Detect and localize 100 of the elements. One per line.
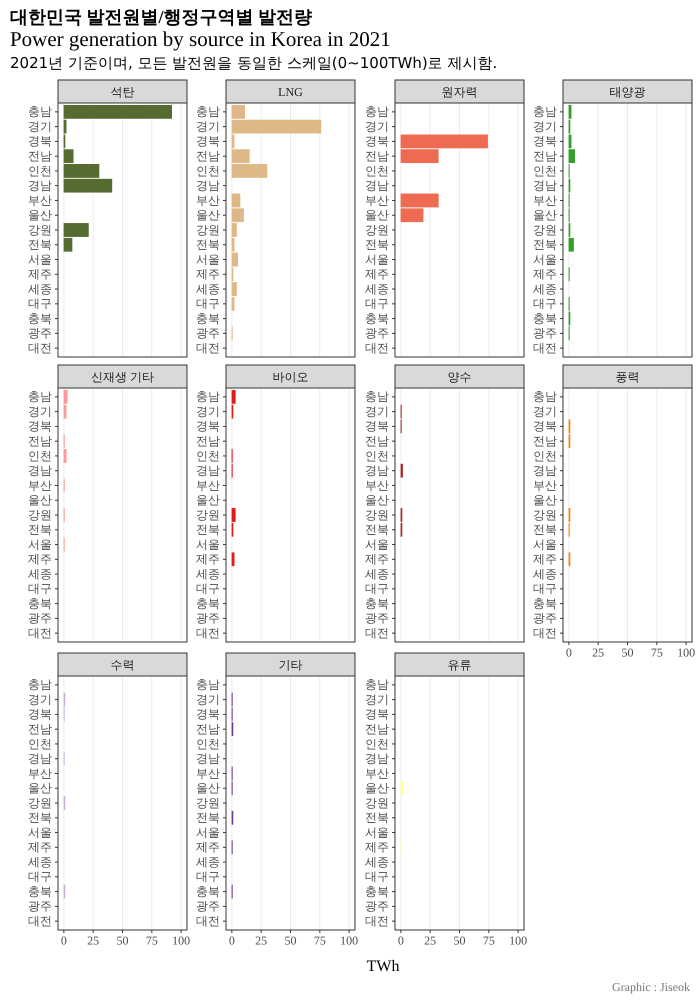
x-tick-label: 50 (622, 646, 634, 660)
y-tick-label: 서울 (196, 252, 220, 266)
x-tick-label: 50 (454, 934, 466, 948)
y-tick-label: 부산 (28, 766, 52, 780)
y-tick-label: 전북 (28, 238, 52, 252)
y-tick-label: 대전 (533, 340, 557, 355)
y-tick-label: 인천 (28, 164, 52, 178)
y-tick-label: 경북 (196, 707, 220, 722)
chart-title: 바이오 (272, 370, 308, 384)
y-tick-label: 강원 (196, 508, 220, 522)
y-tick-label: 충북 (365, 596, 389, 610)
x-tick-label: 75 (146, 934, 158, 948)
y-tick-label: 대전 (28, 340, 52, 355)
y-tick-label: 서울 (533, 537, 557, 552)
x-tick-label: 0 (398, 934, 404, 948)
y-tick-label: 경기 (365, 404, 389, 418)
y-tick-label: 충남 (365, 104, 389, 119)
y-tick-label: 울산 (28, 208, 52, 222)
y-tick-label: 전북 (28, 810, 52, 825)
y-tick-label: 전남 (28, 434, 52, 448)
y-tick-label: 부산 (28, 478, 52, 492)
x-tick-label: 50 (284, 934, 296, 948)
y-tick-label: 대전 (365, 626, 389, 640)
x-tick-label: 100 (172, 934, 190, 948)
y-tick-label: 강원 (533, 222, 557, 237)
y-tick-label: 서울 (196, 825, 220, 840)
y-tick-label: 충남 (196, 390, 220, 404)
y-tick-label: 충남 (28, 104, 52, 119)
y-tick-label: 울산 (196, 493, 220, 508)
chart-title: 석탄 (110, 85, 134, 99)
text: Power generation by source in Korea in 2021 (10, 27, 391, 51)
y-tick-label: 전북 (365, 522, 389, 537)
y-tick-label: 경기 (196, 404, 220, 418)
chart-title: LNG (278, 85, 304, 99)
y-tick-label: 대구 (196, 870, 220, 884)
y-tick-label: 강원 (28, 796, 52, 810)
y-tick-label: 울산 (196, 781, 220, 796)
y-tick-label: 서울 (28, 825, 52, 840)
y-tick-label: 경북 (196, 134, 220, 148)
y-tick-label: 대구 (28, 870, 52, 884)
chart-title: 유류 (448, 658, 472, 672)
y-tick-label: 인천 (28, 736, 52, 751)
y-tick-label: 대구 (365, 582, 389, 596)
y-tick-label: 서울 (365, 537, 389, 552)
y-tick-label: 서울 (28, 252, 52, 266)
y-tick-label: 충북 (533, 311, 557, 326)
y-tick-label: 제주 (196, 267, 220, 282)
y-tick-label: 대구 (28, 296, 52, 311)
y-tick-label: 경북 (365, 419, 389, 434)
y-tick-label: 충북 (28, 311, 52, 326)
y-tick-label: 전남 (196, 722, 220, 736)
y-tick-label: 충북 (365, 884, 389, 898)
y-tick-label: 제주 (28, 267, 52, 282)
y-tick-label: 전남 (533, 434, 557, 448)
y-tick-label: 부산 (196, 193, 220, 208)
y-tick-label: 대구 (196, 582, 220, 596)
y-tick-label: 세종 (28, 854, 52, 869)
y-tick-label: 충북 (365, 311, 389, 326)
chart-title: 양수 (448, 370, 472, 384)
y-tick-label: 부산 (28, 193, 52, 208)
y-tick-label: 강원 (28, 508, 52, 522)
y-tick-label: 대전 (28, 626, 52, 640)
y-tick-label: 광주 (196, 611, 220, 626)
y-tick-label: 경남 (28, 464, 52, 478)
y-tick-label: 대구 (365, 296, 389, 311)
y-tick-label: 경남 (533, 178, 557, 193)
y-tick-label: 인천 (365, 448, 389, 463)
y-tick-label: 제주 (196, 552, 220, 566)
x-tick-label: 75 (314, 934, 326, 948)
y-tick-label: 부산 (196, 766, 220, 780)
y-tick-label: 충북 (196, 311, 220, 326)
y-tick-label: 경남 (365, 752, 389, 766)
y-tick-label: 경남 (28, 752, 52, 766)
y-tick-label: 서울 (365, 252, 389, 266)
y-tick-label: 세종 (365, 854, 389, 869)
y-tick-label: 경기 (365, 692, 389, 706)
y-tick-label: 전남 (28, 722, 52, 736)
y-tick-label: 인천 (365, 736, 389, 751)
y-tick-label: 경기 (533, 404, 557, 418)
y-tick-label: 경북 (28, 707, 52, 722)
y-tick-label: 대전 (196, 914, 220, 928)
y-tick-label: 세종 (533, 282, 557, 296)
y-tick-label: 인천 (196, 736, 220, 751)
y-tick-label: 부산 (533, 193, 557, 208)
y-tick-label: 전북 (196, 522, 220, 537)
x-tick-label: 25 (424, 934, 436, 948)
y-tick-label: 대전 (365, 914, 389, 928)
y-tick-label: 경북 (365, 134, 389, 148)
y-tick-label: 제주 (28, 552, 52, 566)
text: TWh (366, 958, 400, 975)
x-tick-label: 0 (60, 934, 67, 948)
y-tick-label: 부산 (533, 478, 557, 492)
x-tick-label: 25 (255, 934, 268, 948)
y-tick-label: 부산 (365, 766, 389, 780)
y-tick-label: 전남 (196, 434, 220, 448)
x-tick-label: 25 (87, 934, 100, 948)
y-tick-label: 대구 (533, 296, 557, 311)
y-tick-label: 경남 (533, 464, 557, 478)
y-tick-label: 세종 (196, 566, 220, 581)
x-tick-label: 25 (592, 646, 604, 660)
